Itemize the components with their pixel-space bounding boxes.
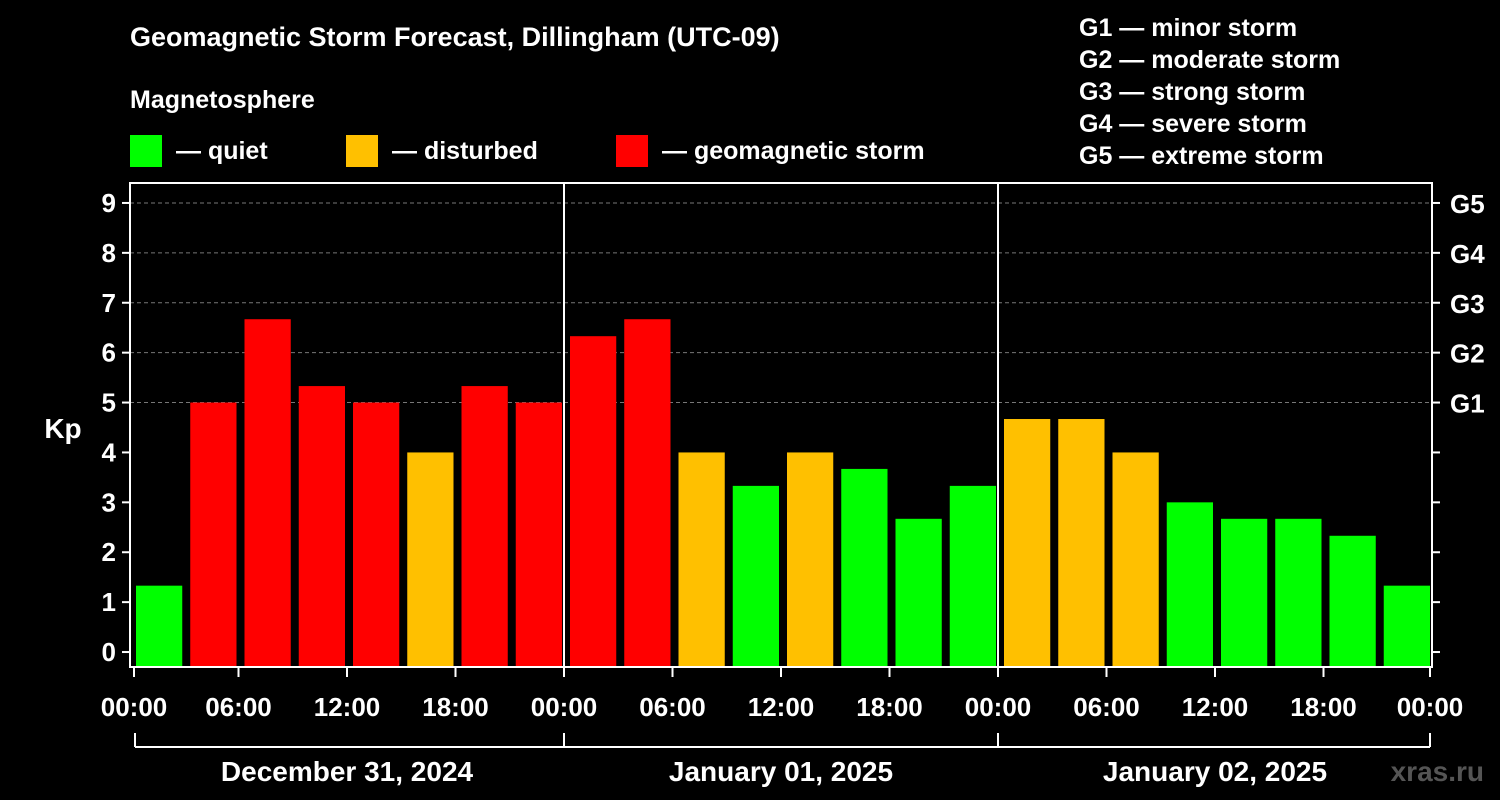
kp-bar	[678, 452, 725, 667]
x-tick-label: 06:00	[1073, 692, 1140, 722]
legend-label-storm: — geomagnetic storm	[662, 136, 925, 165]
kp-bar	[190, 402, 237, 667]
legend-swatch-storm	[616, 135, 648, 167]
x-tick-label: 00:00	[1397, 692, 1464, 722]
y-tick-label: 2	[102, 537, 116, 567]
kp-bar	[841, 468, 888, 667]
legend-label-quiet: — quiet	[176, 136, 268, 165]
legend-quiet: — quiet	[130, 134, 268, 168]
day-label: January 02, 2025	[1103, 756, 1327, 787]
g-scale-legend: G1 — minor storm G2 — moderate storm G3 …	[1079, 12, 1340, 172]
kp-bar	[787, 452, 834, 667]
y-axis-label: Kp	[44, 413, 81, 444]
x-tick-label: 18:00	[422, 692, 489, 722]
kp-bar	[949, 485, 996, 667]
x-tick-label: 00:00	[531, 692, 598, 722]
y-tick-label: 0	[102, 637, 116, 667]
kp-bar	[461, 386, 508, 667]
kp-bar	[895, 518, 942, 667]
chart-title: Geomagnetic Storm Forecast, Dillingham (…	[130, 22, 780, 52]
x-tick-label: 12:00	[1182, 692, 1249, 722]
kp-bar	[298, 386, 345, 667]
g-scale-item-g4: G4 — severe storm	[1079, 110, 1307, 138]
kp-bar	[515, 402, 562, 667]
x-tick-label: 00:00	[965, 692, 1032, 722]
y-tick-label: 6	[102, 338, 116, 368]
day-label: January 01, 2025	[669, 756, 893, 787]
y-tick-label: 7	[102, 288, 116, 318]
kp-bar	[244, 319, 291, 667]
x-tick-label: 06:00	[639, 692, 706, 722]
g-scale-item-g5: G5 — extreme storm	[1079, 142, 1324, 170]
g-scale-item-g2: G2 — moderate storm	[1079, 46, 1341, 74]
g-axis-label: G4	[1450, 239, 1485, 269]
legend-disturbed: — disturbed	[346, 134, 538, 168]
kp-bar	[1166, 502, 1213, 667]
y-tick-label: 3	[102, 487, 116, 517]
kp-bar	[407, 452, 454, 667]
kp-bar	[624, 319, 671, 667]
x-tick-label: 12:00	[748, 692, 815, 722]
kp-bar	[570, 336, 617, 667]
kp-bar	[1112, 452, 1159, 667]
kp-bar	[353, 402, 400, 667]
x-tick-label: 12:00	[314, 692, 381, 722]
x-tick-label: 00:00	[101, 692, 168, 722]
y-tick-label: 9	[102, 188, 116, 218]
g-axis-label: G2	[1450, 339, 1485, 369]
kp-bar	[1004, 419, 1051, 667]
x-tick-label: 06:00	[205, 692, 272, 722]
kp-bar	[136, 585, 183, 667]
kp-bar	[1058, 419, 1105, 667]
g-axis-label: G1	[1450, 389, 1485, 419]
y-tick-label: 5	[102, 388, 116, 418]
x-tick-label: 18:00	[1290, 692, 1357, 722]
kp-bar	[1329, 535, 1376, 667]
legend-label-disturbed: — disturbed	[392, 136, 538, 165]
legend-swatch-quiet	[130, 135, 162, 167]
kp-bar	[1221, 518, 1268, 667]
g-scale-item-g1: G1 — minor storm	[1079, 14, 1298, 42]
x-tick-label: 18:00	[856, 692, 923, 722]
watermark: xras.ru	[1390, 756, 1484, 787]
legend-storm: — geomagnetic storm	[616, 134, 925, 168]
g-scale-item-g3: G3 — strong storm	[1079, 78, 1306, 106]
day-label: December 31, 2024	[221, 756, 474, 787]
y-tick-label: 4	[102, 437, 117, 467]
kp-bar	[1275, 518, 1322, 667]
g-axis-label: G5	[1450, 189, 1485, 219]
y-tick-label: 1	[102, 587, 116, 617]
kp-bar	[1383, 585, 1430, 667]
y-tick-label: 8	[102, 238, 116, 268]
kp-bar	[732, 485, 779, 667]
legend-swatch-disturbed	[346, 135, 378, 167]
magnetosphere-heading: Magnetosphere	[130, 86, 315, 114]
g-axis-label: G3	[1450, 289, 1485, 319]
